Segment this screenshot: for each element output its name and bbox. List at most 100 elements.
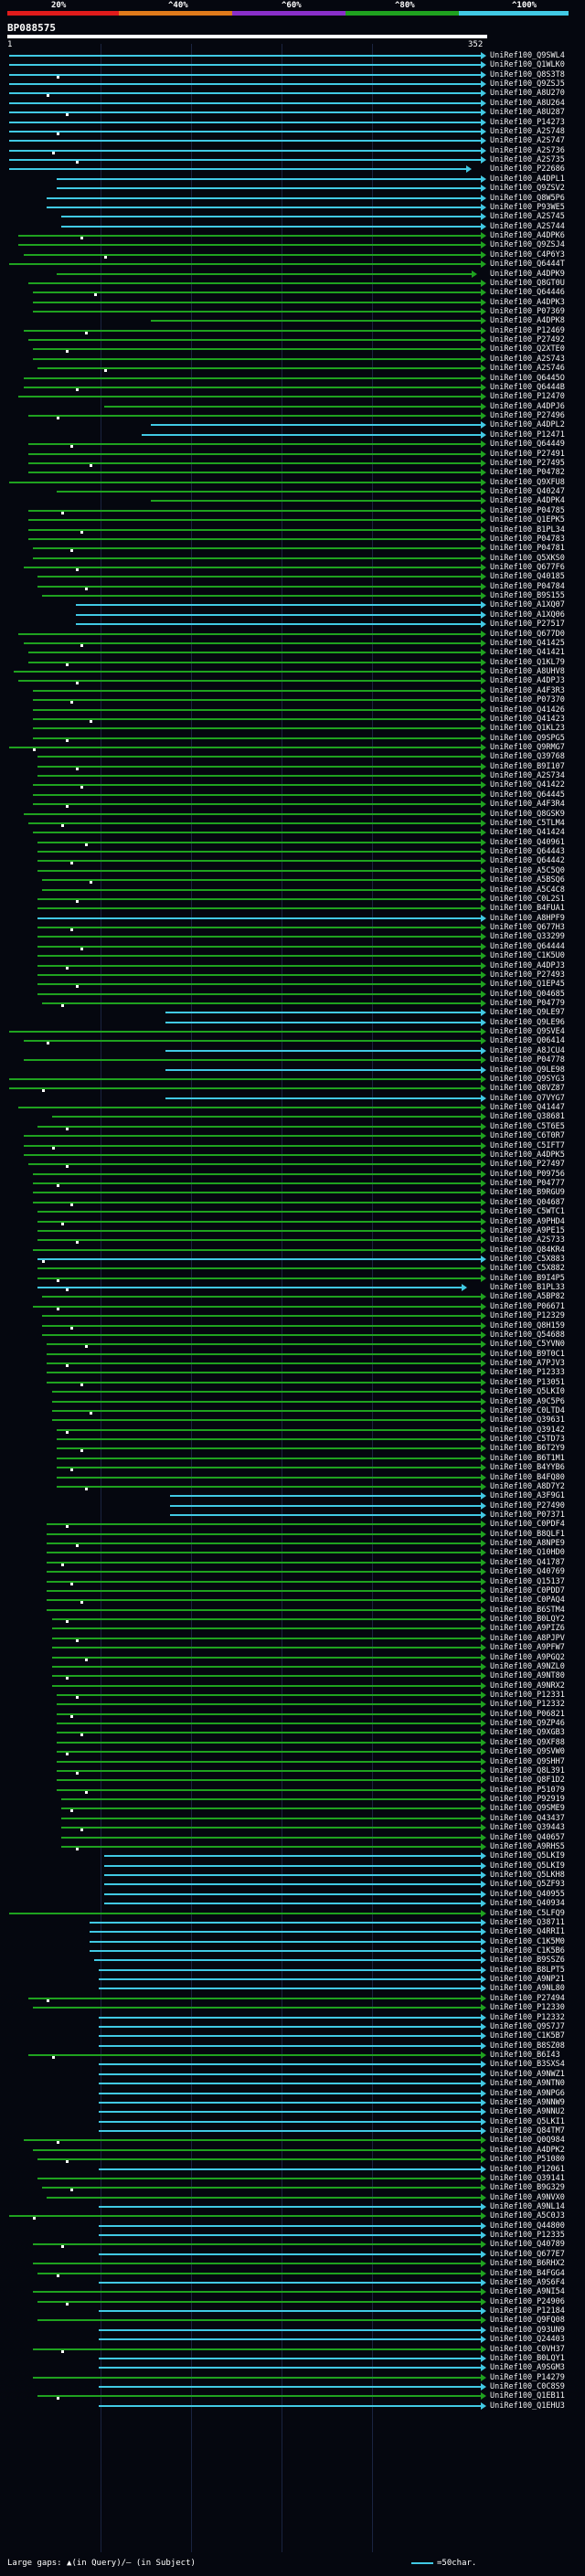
- hit-alignment-line[interactable]: [90, 1921, 483, 1924]
- hit-alignment-line[interactable]: [32, 1192, 483, 1194]
- hit-alignment-line[interactable]: [27, 1997, 483, 1999]
- hit-alignment-line[interactable]: [27, 528, 483, 531]
- hit-alignment-line[interactable]: [9, 1087, 483, 1090]
- hit-id-link[interactable]: UniRef100_Q64442: [490, 856, 565, 866]
- hit-alignment-line[interactable]: [60, 1817, 483, 1819]
- hit-alignment-line[interactable]: [56, 1712, 483, 1715]
- hit-id-link[interactable]: UniRef100_A8U287: [490, 108, 565, 118]
- hit-id-link[interactable]: UniRef100_Q8L391: [490, 1765, 565, 1776]
- hit-id-link[interactable]: UniRef100_A9NL14: [490, 2201, 565, 2211]
- hit-id-link[interactable]: UniRef100_P12184: [490, 2306, 565, 2316]
- hit-id-link[interactable]: UniRef100_A2S735: [490, 155, 565, 165]
- hit-id-link[interactable]: UniRef100_Q9SVE4: [490, 1027, 565, 1037]
- hit-id-link[interactable]: UniRef100_A4F3R3: [490, 685, 565, 695]
- hit-id-link[interactable]: UniRef100_B9I4P5: [490, 1273, 565, 1283]
- hit-id-link[interactable]: UniRef100_Q8VZ87: [490, 1084, 565, 1094]
- hit-alignment-line[interactable]: [42, 595, 483, 598]
- hit-id-link[interactable]: UniRef100_Q9XF88: [490, 1737, 565, 1747]
- hit-alignment-line[interactable]: [37, 964, 483, 967]
- hit-id-link[interactable]: UniRef100_P06821: [490, 1709, 565, 1719]
- hit-id-link[interactable]: UniRef100_P12332: [490, 1700, 565, 1710]
- hit-alignment-line[interactable]: [32, 547, 483, 550]
- hit-alignment-line[interactable]: [99, 2224, 483, 2227]
- hit-id-link[interactable]: UniRef100_P09756: [490, 1169, 565, 1179]
- hit-alignment-line[interactable]: [99, 1968, 483, 1971]
- hit-id-link[interactable]: UniRef100_Q9SPG5: [490, 733, 565, 743]
- hit-id-link[interactable]: UniRef100_B4YYB6: [490, 1463, 565, 1473]
- hit-id-link[interactable]: UniRef100_A2S736: [490, 145, 565, 155]
- hit-id-link[interactable]: UniRef100_Q9LE96: [490, 1017, 565, 1027]
- hit-id-link[interactable]: UniRef100_B6RHX2: [490, 2259, 565, 2269]
- hit-id-link[interactable]: UniRef100_P04781: [490, 544, 565, 554]
- hit-alignment-line[interactable]: [165, 1068, 483, 1071]
- hit-id-link[interactable]: UniRef100_P12061: [490, 2164, 565, 2174]
- hit-id-link[interactable]: UniRef100_Q40769: [490, 1567, 565, 1577]
- hit-alignment-line[interactable]: [56, 1760, 483, 1763]
- hit-id-link[interactable]: UniRef100_Q9LE97: [490, 1008, 565, 1018]
- hit-alignment-line[interactable]: [60, 1836, 483, 1839]
- hit-alignment-line[interactable]: [51, 1656, 483, 1659]
- hit-alignment-line[interactable]: [42, 879, 483, 882]
- hit-alignment-line[interactable]: [32, 708, 483, 711]
- hit-id-link[interactable]: UniRef100_P13051: [490, 1377, 565, 1387]
- hit-id-link[interactable]: UniRef100_A5C0J3: [490, 2211, 565, 2221]
- hit-alignment-line[interactable]: [18, 235, 483, 238]
- hit-id-link[interactable]: UniRef100_P27491: [490, 449, 565, 459]
- hit-id-link[interactable]: UniRef100_A4DPJ3: [490, 960, 565, 970]
- hit-alignment-line[interactable]: [9, 64, 483, 67]
- hit-alignment-line[interactable]: [23, 1059, 483, 1062]
- hit-id-link[interactable]: UniRef100_B6T2Y9: [490, 1444, 565, 1454]
- hit-alignment-line[interactable]: [9, 149, 483, 152]
- hit-alignment-line[interactable]: [51, 1665, 483, 1668]
- hit-id-link[interactable]: UniRef100_Q5LKH8: [490, 1871, 565, 1881]
- hit-id-link[interactable]: UniRef100_P14279: [490, 2372, 565, 2382]
- hit-id-link[interactable]: UniRef100_Q39443: [490, 1823, 565, 1833]
- hit-id-link[interactable]: UniRef100_B9T0C1: [490, 1349, 565, 1359]
- hit-id-link[interactable]: UniRef100_A4DPK6: [490, 231, 565, 241]
- hit-alignment-line[interactable]: [9, 159, 483, 162]
- hit-alignment-line[interactable]: [37, 992, 483, 995]
- hit-id-link[interactable]: UniRef100_A4DPK3: [490, 297, 565, 307]
- hit-alignment-line[interactable]: [9, 1077, 483, 1080]
- hit-alignment-line[interactable]: [32, 793, 483, 796]
- hit-id-link[interactable]: UniRef100_C0LTD4: [490, 1405, 565, 1415]
- hit-alignment-line[interactable]: [56, 1694, 483, 1696]
- hit-id-link[interactable]: UniRef100_Q677E7: [490, 2249, 565, 2259]
- hit-alignment-line[interactable]: [165, 1097, 483, 1099]
- hit-alignment-line[interactable]: [37, 945, 483, 948]
- hit-alignment-line[interactable]: [99, 2234, 483, 2237]
- hit-id-link[interactable]: UniRef100_P12470: [490, 392, 565, 402]
- hit-alignment-line[interactable]: [170, 1513, 483, 1516]
- hit-alignment-line[interactable]: [37, 983, 483, 986]
- hit-id-link[interactable]: UniRef100_A9NPG6: [490, 2088, 565, 2098]
- hit-alignment-line[interactable]: [37, 851, 483, 853]
- hit-alignment-line[interactable]: [23, 812, 483, 815]
- hit-id-link[interactable]: UniRef100_P07370: [490, 695, 565, 705]
- hit-id-link[interactable]: UniRef100_Q9FQ08: [490, 2316, 565, 2326]
- hit-id-link[interactable]: UniRef100_B9G329: [490, 2183, 565, 2193]
- hit-id-link[interactable]: UniRef100_P92919: [490, 1795, 565, 1805]
- hit-alignment-line[interactable]: [99, 2044, 483, 2047]
- hit-id-link[interactable]: UniRef100_C1K5B7: [490, 2031, 565, 2041]
- hit-alignment-line[interactable]: [103, 1855, 483, 1858]
- hit-id-link[interactable]: UniRef100_C4P6Y3: [490, 249, 565, 260]
- hit-id-link[interactable]: UniRef100_Q0Q984: [490, 2136, 565, 2146]
- hit-alignment-line[interactable]: [32, 803, 483, 806]
- hit-alignment-line[interactable]: [103, 1883, 483, 1886]
- hit-id-link[interactable]: UniRef100_Q5ZF93: [490, 1880, 565, 1890]
- hit-alignment-line[interactable]: [32, 310, 483, 313]
- hit-alignment-line[interactable]: [32, 1201, 483, 1203]
- hit-id-link[interactable]: UniRef100_A4DPK4: [490, 496, 565, 506]
- hit-alignment-line[interactable]: [47, 1362, 483, 1365]
- hit-id-link[interactable]: UniRef100_Q64443: [490, 847, 565, 857]
- hit-id-link[interactable]: UniRef100_A9NNW9: [490, 2097, 565, 2107]
- hit-alignment-line[interactable]: [23, 376, 483, 379]
- hit-id-link[interactable]: UniRef100_B1PL34: [490, 525, 565, 535]
- hit-alignment-line[interactable]: [27, 537, 483, 540]
- hit-alignment-line[interactable]: [27, 339, 483, 342]
- hit-id-link[interactable]: UniRef100_A2S747: [490, 136, 565, 146]
- hit-alignment-line[interactable]: [99, 2168, 483, 2170]
- hit-alignment-line[interactable]: [51, 1419, 483, 1422]
- hit-id-link[interactable]: UniRef100_A5BP82: [490, 1292, 565, 1302]
- hit-alignment-line[interactable]: [27, 652, 483, 654]
